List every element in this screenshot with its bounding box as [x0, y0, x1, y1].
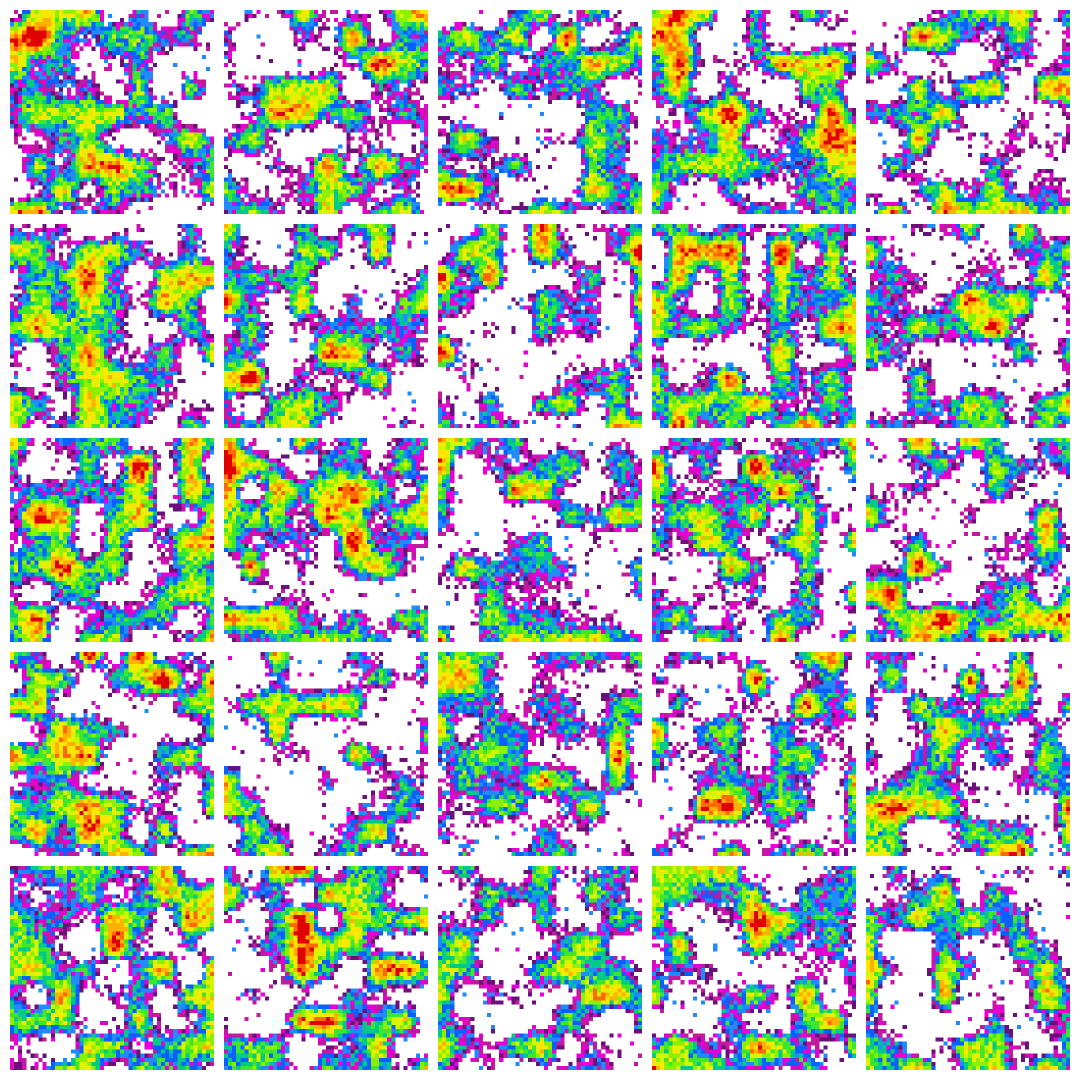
radar-panel-image — [438, 866, 642, 1070]
radar-panel-image — [10, 866, 214, 1070]
radar-panel-image — [10, 438, 214, 642]
radar-panel — [438, 224, 642, 428]
radar-panel — [224, 224, 428, 428]
radar-panel — [224, 10, 428, 214]
radar-panel-image — [866, 10, 1070, 214]
radar-panel — [10, 438, 214, 642]
radar-panel — [10, 224, 214, 428]
radar-panel-image — [438, 438, 642, 642]
radar-panel-image — [224, 866, 428, 1070]
radar-panel — [438, 652, 642, 856]
radar-panel-image — [866, 438, 1070, 642]
radar-panel — [10, 10, 214, 214]
radar-panel — [652, 866, 856, 1070]
radar-panel-image — [866, 224, 1070, 428]
radar-panel-image — [866, 652, 1070, 856]
radar-panel — [866, 10, 1070, 214]
radar-panel — [866, 652, 1070, 856]
radar-panel-image — [224, 652, 428, 856]
radar-panel-image — [224, 438, 428, 642]
radar-panel — [866, 438, 1070, 642]
radar-panel — [652, 10, 856, 214]
radar-panel — [10, 866, 214, 1070]
radar-panel-image — [652, 224, 856, 428]
radar-panel — [652, 438, 856, 642]
radar-panel — [866, 866, 1070, 1070]
radar-panel — [652, 652, 856, 856]
radar-panel — [438, 438, 642, 642]
radar-panel — [224, 866, 428, 1070]
radar-panel-image — [652, 866, 856, 1070]
radar-panel-image — [224, 10, 428, 214]
radar-panel-image — [652, 438, 856, 642]
radar-panel — [224, 652, 428, 856]
radar-panel — [652, 224, 856, 428]
radar-panel — [438, 866, 642, 1070]
radar-panel — [224, 438, 428, 642]
radar-panel-image — [10, 652, 214, 856]
radar-panel-image — [10, 10, 214, 214]
radar-panel-image — [652, 10, 856, 214]
radar-panel-image — [438, 10, 642, 214]
radar-panel-image — [438, 652, 642, 856]
radar-panel — [866, 224, 1070, 428]
radar-panel — [10, 652, 214, 856]
radar-panel — [438, 10, 642, 214]
radar-panel-image — [10, 224, 214, 428]
radar-panel-image — [652, 652, 856, 856]
radar-panel-image — [224, 224, 428, 428]
radar-panel-image — [438, 224, 642, 428]
radar-panel-image — [866, 866, 1070, 1070]
